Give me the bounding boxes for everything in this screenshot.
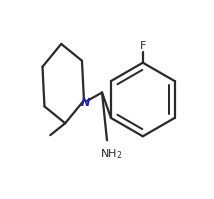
Text: F: F bbox=[140, 41, 146, 51]
Text: N: N bbox=[80, 98, 90, 108]
Text: NH$_2$: NH$_2$ bbox=[100, 147, 122, 161]
